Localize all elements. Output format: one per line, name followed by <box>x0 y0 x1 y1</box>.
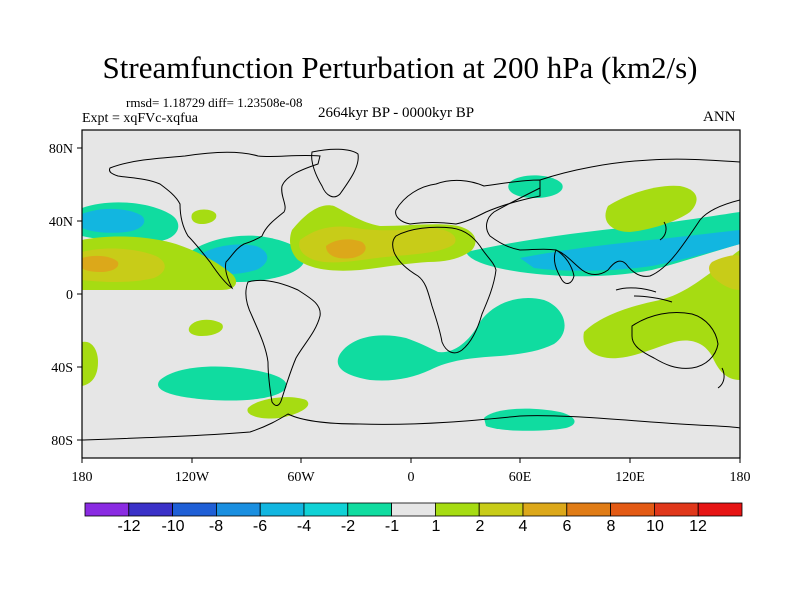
colorbar-label: -2 <box>341 518 355 535</box>
coastline-new-zealand <box>717 367 725 389</box>
contour-fields <box>82 175 740 431</box>
stats-text: rmsd= 1.18729 diff= 1.23508e-08 <box>126 95 303 110</box>
colorbar-label: -12 <box>117 518 140 535</box>
map-background <box>82 130 740 458</box>
figure-title: Streamfunction Perturbation at 200 hPa (… <box>102 50 698 85</box>
contour-pos-australia <box>583 250 740 380</box>
contour-neg-southern-ocean <box>484 408 575 431</box>
season-label: ANN <box>703 109 736 125</box>
colorbar-label: -8 <box>209 518 223 535</box>
contour-pos-east-asia <box>605 185 697 232</box>
coastline-india <box>553 249 575 284</box>
coastline-indonesia <box>615 287 673 303</box>
coastline-australia <box>631 312 719 369</box>
colorbar-box <box>478 502 524 517</box>
coastlines <box>82 148 740 441</box>
colorbar-label: -4 <box>297 518 311 535</box>
lon-tick-labels: 180 120W 60W 0 60E 120E 180 <box>72 470 751 485</box>
experiment-label: Expt = xqFVc-xqfua <box>82 111 198 126</box>
contour-neg-south-pacific <box>158 366 287 401</box>
coastline-africa <box>392 226 497 354</box>
coastline-europe <box>395 179 541 225</box>
colorbar-box <box>259 502 305 517</box>
colorbar-box <box>215 502 261 517</box>
colorbar-labels: -12 -10 -8 -6 -4 -2 -1 1 2 4 6 8 10 12 <box>117 518 707 535</box>
lon-tick-label: 0 <box>408 470 415 485</box>
contour-pos3-atlantic-core <box>326 239 366 259</box>
colorbar-box <box>391 502 436 517</box>
tick-marks <box>77 147 741 463</box>
contour-pos3-west-pacific-core <box>82 255 119 272</box>
lon-tick-label: 60E <box>509 470 532 485</box>
colorbar-box <box>566 502 611 517</box>
colorbar-box <box>84 502 130 517</box>
colorbar-box <box>172 502 217 517</box>
coastline-asia <box>486 158 740 277</box>
contour-neg-south-atlantic <box>337 298 565 381</box>
coastline-greenland <box>311 148 359 198</box>
colorbar-label: -6 <box>253 518 267 535</box>
lon-tick-label: 120W <box>175 470 210 485</box>
lat-tick-label: 0 <box>66 288 73 303</box>
lat-tick-label: 80S <box>51 434 73 449</box>
colorbar-label: 4 <box>519 518 528 535</box>
colorbar <box>84 502 743 517</box>
colorbar-box <box>347 502 392 517</box>
colorbar-label: -10 <box>161 518 184 535</box>
coastline-south-america <box>245 279 321 406</box>
lon-tick-label: 180 <box>72 470 93 485</box>
colorbar-box <box>128 502 174 517</box>
period-label: 2664kyr BP - 0000kyr BP <box>318 105 475 121</box>
lon-tick-label: 60W <box>287 470 315 485</box>
coastline-antarctica <box>82 413 740 441</box>
contour-pos-drake <box>247 397 309 419</box>
contour-neg2-asia-band <box>520 230 740 271</box>
colorbar-label: 10 <box>646 518 664 535</box>
lat-tick-label: 40S <box>51 361 73 376</box>
lat-tick-label: 40N <box>49 215 73 230</box>
colorbar-label: 2 <box>476 518 485 535</box>
lat-tick-label: 80N <box>49 142 73 157</box>
colorbar-box <box>610 502 655 517</box>
colorbar-box <box>697 502 743 517</box>
colorbar-label: 8 <box>607 518 616 535</box>
colorbar-box <box>303 502 349 517</box>
lat-tick-labels: 80N 40N 0 40S 80S <box>49 142 73 449</box>
lon-tick-label: 180 <box>730 470 751 485</box>
colorbar-box <box>522 502 568 517</box>
contour-pos-pacific-north-small <box>191 209 217 224</box>
lon-tick-label: 120E <box>615 470 645 485</box>
colorbar-label: 1 <box>432 518 441 535</box>
colorbar-label: 6 <box>563 518 572 535</box>
coastline-japan <box>659 221 667 241</box>
contour-neg2-west-pacific <box>82 208 145 233</box>
contour-pos-south-pacific-small <box>188 319 223 336</box>
colorbar-box <box>434 502 480 517</box>
contour-pos-east-pacific-south <box>82 341 98 386</box>
colorbar-label: -1 <box>385 518 399 535</box>
contour-pos2-east-pacific <box>709 255 740 290</box>
coastline-north-america <box>109 151 321 290</box>
colorbar-label: 12 <box>689 518 707 535</box>
colorbar-box <box>654 502 699 517</box>
